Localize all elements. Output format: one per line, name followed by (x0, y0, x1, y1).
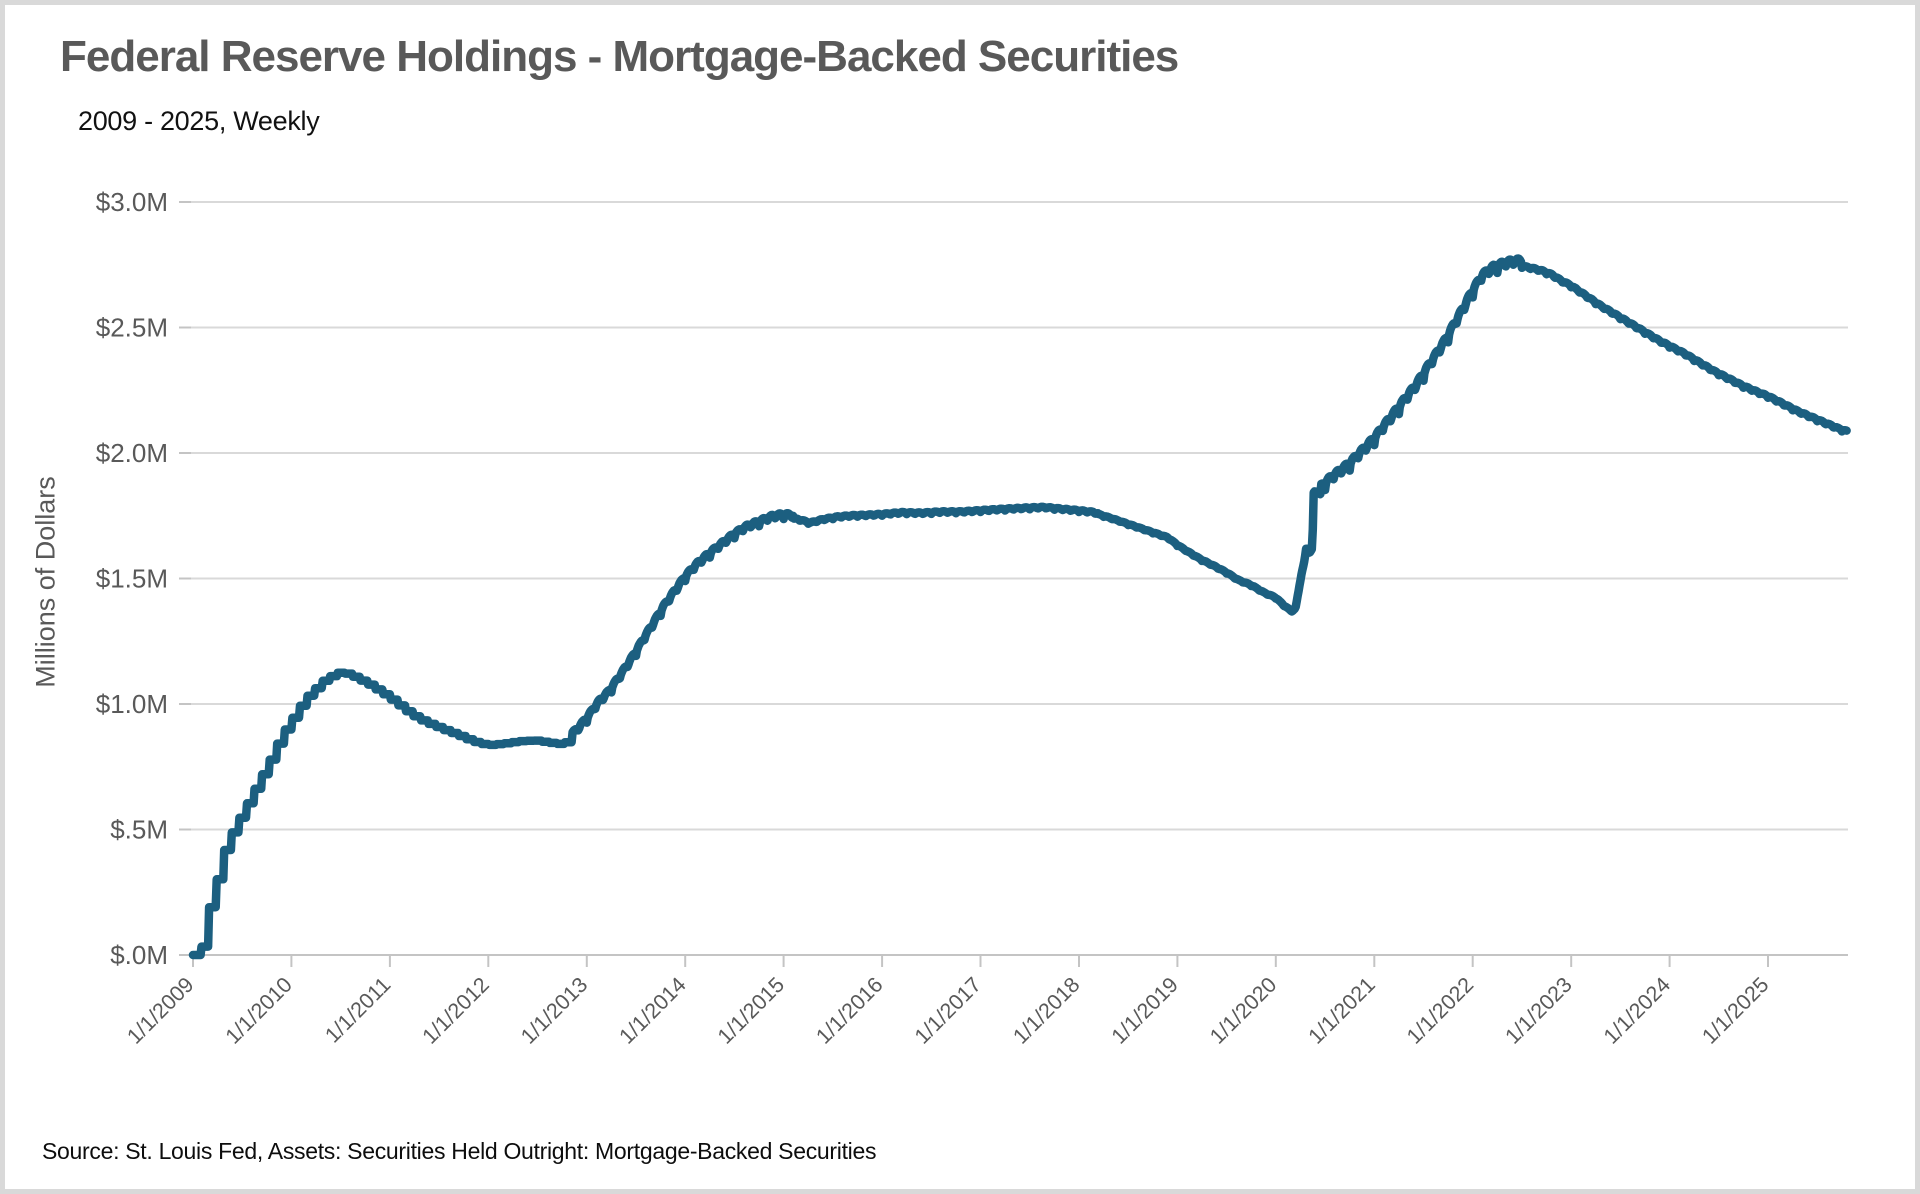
x-tick-label: 1/1/2014 (615, 973, 691, 1049)
chart-subtitle: 2009 - 2025, Weekly (78, 106, 320, 136)
x-tick-label: 1/1/2012 (418, 973, 494, 1049)
x-tick-label: 1/1/2017 (910, 973, 986, 1049)
x-tick-label: 1/1/2015 (713, 973, 789, 1049)
x-tick-label: 1/1/2013 (516, 973, 592, 1049)
x-tick-label: 1/1/2018 (1008, 973, 1084, 1049)
x-tick-label: 1/1/2011 (320, 973, 395, 1048)
source-note: Source: St. Louis Fed, Assets: Securitie… (42, 1138, 877, 1164)
x-tick-label: 1/1/2025 (1697, 973, 1773, 1049)
y-tick-label: $1.5M (96, 564, 168, 594)
y-tick-label: $2.0M (96, 438, 168, 468)
x-tick-label: 1/1/2020 (1205, 973, 1281, 1049)
series-line-mbs (188, 254, 1851, 960)
y-tick-label: $1.0M (96, 689, 168, 719)
x-tick-label: 1/1/2022 (1402, 973, 1478, 1049)
x-tick-label: 1/1/2024 (1599, 973, 1675, 1049)
y-tick-label: $.0M (110, 940, 168, 970)
x-tick-label: 1/1/2016 (811, 973, 887, 1049)
y-axis-title: Millions of Dollars (30, 476, 61, 688)
x-tick-label: 1/1/2023 (1501, 973, 1577, 1049)
x-tick-label: 1/1/2021 (1304, 973, 1380, 1049)
y-tick-label: $2.5M (96, 313, 168, 343)
x-tick-label: 1/1/2009 (122, 973, 198, 1049)
y-tick-label: $3.0M (96, 187, 168, 217)
x-tick-label: 1/1/2019 (1107, 973, 1183, 1049)
x-tick-label: 1/1/2010 (221, 973, 297, 1049)
page-title: Federal Reserve Holdings - Mortgage-Back… (60, 32, 1179, 81)
y-tick-label: $.5M (110, 815, 168, 845)
